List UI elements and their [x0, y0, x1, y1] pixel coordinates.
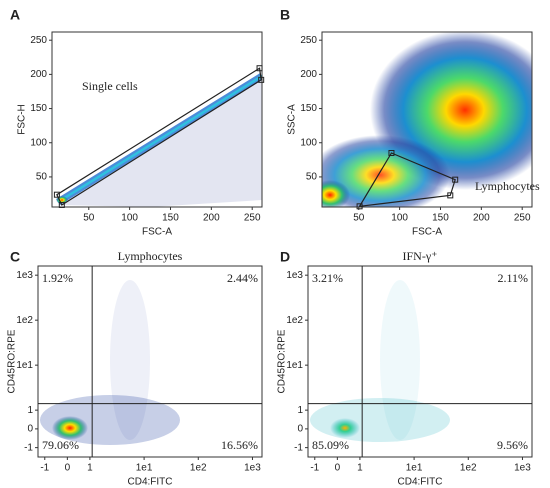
y-tick-label: 1 [27, 405, 33, 416]
x-tick-label: 100 [121, 213, 138, 224]
y-tick-label: 1e1 [286, 360, 303, 371]
x-tick-label: 1e3 [244, 463, 261, 474]
y-tick-label: 1e1 [16, 360, 33, 371]
panel-title: Lymphocytes [118, 249, 183, 263]
y-tick-label: 200 [300, 69, 317, 80]
gate-vertex [58, 201, 65, 208]
x-tick-label: -1 [310, 463, 319, 474]
gate-vertex [258, 76, 265, 83]
plot-frame [307, 265, 533, 458]
density-b [322, 32, 532, 207]
gate-vertex [388, 149, 395, 156]
y-tick-label: -1 [24, 442, 33, 453]
x-tick-label: 200 [203, 213, 220, 224]
y-tick-label: 1e2 [16, 315, 33, 326]
y-axis-label: CD45RO:RPE [277, 329, 288, 393]
panel-letter: D [280, 249, 290, 265]
gate-vertex [356, 203, 363, 210]
density-d [310, 280, 450, 442]
y-tick-label: 50 [306, 172, 318, 183]
x-tick-label: 150 [162, 213, 179, 224]
y-tick-label: 150 [300, 103, 317, 114]
quadrant-label: 3.21% [312, 271, 343, 285]
x-tick-label: 1e2 [460, 463, 477, 474]
gate-vertex [256, 65, 263, 72]
y-axis-label: CD45RO:RPE [7, 329, 18, 393]
panel-letter: A [10, 7, 20, 23]
gate-label: Lymphocytes [475, 179, 540, 193]
y-tick-label: 200 [30, 69, 47, 80]
y-tick-label: 1e3 [16, 270, 33, 281]
plot-frame [321, 31, 533, 208]
quadrant-label: 16.56% [221, 438, 258, 452]
x-tick-label: 150 [432, 213, 449, 224]
gate [358, 152, 456, 208]
quadrant-label: 1.92% [42, 271, 73, 285]
gate-label: Single cells [82, 79, 138, 93]
x-axis-label: CD4:FITC [398, 477, 443, 488]
x-tick-label: 0 [65, 463, 71, 474]
x-tick-label: 1e3 [514, 463, 531, 474]
gate-vertex [53, 191, 60, 198]
x-tick-label: 50 [83, 213, 95, 224]
x-axis-label: FSC-A [142, 227, 172, 238]
quadrant-label: 2.11% [497, 271, 528, 285]
y-tick-label: 1e3 [286, 270, 303, 281]
y-tick-label: 1 [297, 405, 303, 416]
gate-vertex [447, 192, 454, 199]
x-tick-label: 50 [353, 213, 365, 224]
quadrant-label: 9.56% [497, 438, 528, 452]
y-tick-label: 1e2 [286, 315, 303, 326]
x-tick-label: 1e2 [190, 463, 207, 474]
x-tick-label: 1e1 [136, 463, 153, 474]
gate [56, 67, 262, 206]
quadrant-label: 85.09% [312, 438, 349, 452]
plot-frame [37, 265, 263, 458]
y-tick-label: 0 [297, 424, 303, 435]
panel-letter: B [280, 7, 290, 23]
y-axis-label: SSC-A [287, 104, 298, 135]
x-tick-label: 1 [357, 463, 363, 474]
y-tick-label: -1 [294, 442, 303, 453]
x-tick-label: 250 [244, 213, 261, 224]
y-tick-label: 100 [300, 137, 317, 148]
x-tick-label: 0 [335, 463, 341, 474]
quadrant-label: 2.44% [227, 271, 258, 285]
gate-vertex [452, 176, 459, 183]
x-axis-label: CD4:FITC [128, 477, 173, 488]
y-axis-label: FSC-H [17, 104, 28, 135]
x-axis-label: FSC-A [412, 227, 442, 238]
quadrant-label: 79.06% [42, 438, 79, 452]
y-tick-label: 250 [30, 35, 47, 46]
x-tick-label: 200 [473, 213, 490, 224]
x-tick-label: 1 [87, 463, 93, 474]
x-tick-label: 100 [391, 213, 408, 224]
x-tick-label: -1 [40, 463, 49, 474]
density-c [40, 280, 180, 445]
y-tick-label: 0 [27, 424, 33, 435]
y-tick-label: 100 [30, 137, 47, 148]
plot-frame [51, 31, 263, 208]
x-tick-label: 1e1 [406, 463, 423, 474]
y-tick-label: 250 [300, 35, 317, 46]
x-tick-label: 250 [514, 213, 531, 224]
panel-letter: C [10, 249, 20, 265]
y-tick-label: 150 [30, 103, 47, 114]
y-tick-label: 50 [36, 172, 48, 183]
panel-title: IFN-γ⁺ [403, 249, 438, 263]
density-a [56, 73, 262, 207]
